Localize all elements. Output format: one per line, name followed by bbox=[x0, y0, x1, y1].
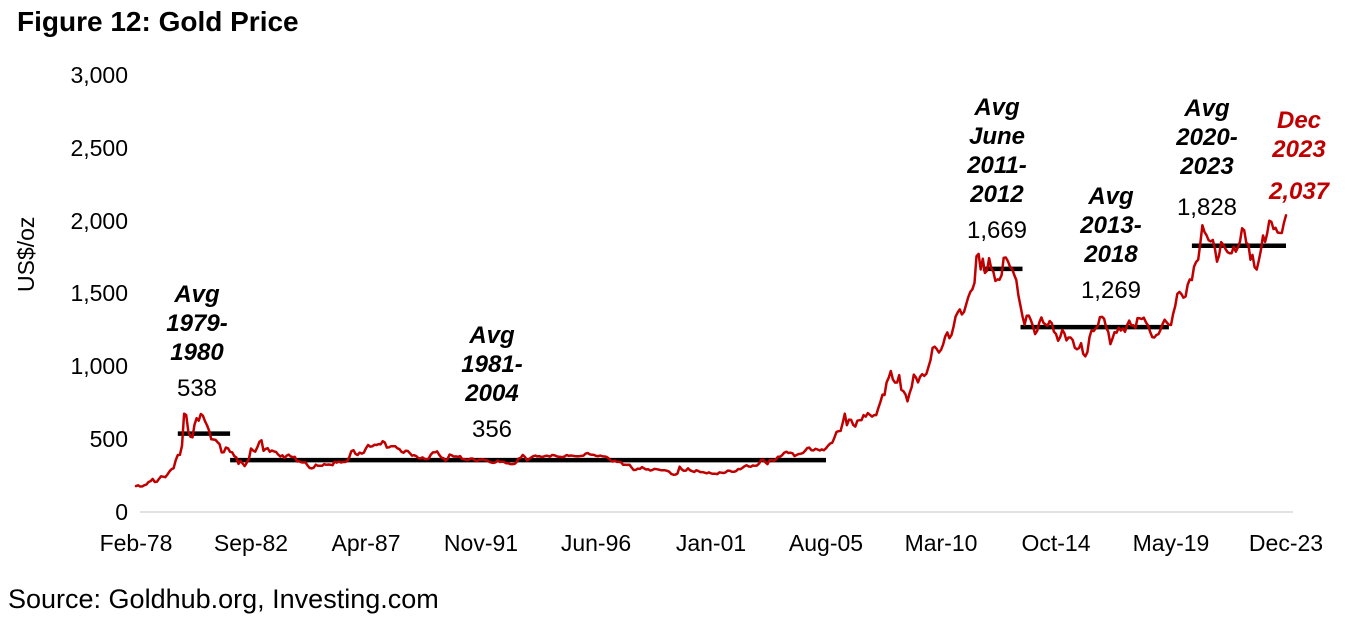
annotation-label-line: Avg bbox=[974, 94, 1020, 121]
figure-title: Figure 12: Gold Price bbox=[17, 6, 299, 37]
annotation-label-line: 2004 bbox=[465, 380, 519, 407]
y-tick-1000: 1,000 bbox=[70, 353, 128, 379]
annotation-avg-2013-2018: Avg 2013- 2018 1,269 bbox=[1080, 182, 1141, 305]
annotation-avg-1981-2004: Avg 1981- 2004 356 bbox=[461, 321, 522, 444]
annotation-label-line: 1980 bbox=[170, 339, 224, 366]
x-tick-mar10: Mar-10 bbox=[904, 530, 978, 556]
annotation-dec-2023: Dec 2023 2,037 bbox=[1269, 106, 1329, 206]
y-tick-0: 0 bbox=[115, 499, 128, 525]
source-note: Source: Goldhub.org, Investing.com bbox=[8, 584, 439, 614]
x-tick-apr87: Apr-87 bbox=[331, 530, 401, 556]
annotation-label-line: 1981- bbox=[461, 351, 523, 378]
x-tick-nov91: Nov-91 bbox=[443, 530, 519, 556]
annotation-avg-june-2011-2012: Avg June 2011- 2012 1,669 bbox=[967, 93, 1027, 245]
annotation-value: 2,037 bbox=[1268, 178, 1330, 205]
annotation-avg-2020-2023: Avg 2020- 2023 1,828 bbox=[1176, 94, 1237, 222]
gold-price-line bbox=[134, 214, 1288, 488]
x-tick-sep82: Sep-82 bbox=[213, 530, 289, 556]
x-tick-dec23: Dec-23 bbox=[1248, 530, 1324, 556]
annotation-value: 1,669 bbox=[966, 217, 1028, 244]
annotation-label-line: 2012 bbox=[970, 181, 1024, 208]
annotation-label-line: 2020- bbox=[1176, 124, 1238, 151]
y-tick-3000: 3,000 bbox=[70, 62, 128, 88]
y-tick-2500: 2,500 bbox=[70, 135, 128, 161]
annotation-avg-1979-1980: Avg 1979- 1980 538 bbox=[166, 280, 227, 403]
y-tick-500: 500 bbox=[89, 426, 128, 452]
annotation-value: 356 bbox=[471, 416, 513, 443]
annotation-label-line: 2013- bbox=[1080, 212, 1142, 239]
annotation-value: 538 bbox=[176, 375, 218, 402]
annotation-label-line: June bbox=[968, 123, 1025, 150]
annotation-label-line: 2011- bbox=[967, 152, 1027, 179]
annotation-value: 1,269 bbox=[1080, 277, 1142, 304]
x-tick-jan01: Jan-01 bbox=[675, 530, 747, 556]
x-tick-oct14: Oct-14 bbox=[1021, 530, 1091, 556]
annotation-label-line: 2023 bbox=[1272, 136, 1326, 163]
annotation-label-line: Dec bbox=[1276, 107, 1322, 134]
x-tick-aug05: Aug-05 bbox=[788, 530, 864, 556]
annotation-label-line: 2018 bbox=[1084, 241, 1138, 268]
y-tick-2000: 2,000 bbox=[70, 208, 128, 234]
x-tick-jun96: Jun-96 bbox=[560, 530, 632, 556]
x-tick-feb78: Feb-78 bbox=[99, 530, 173, 556]
x-tick-may19: May-19 bbox=[1132, 530, 1210, 556]
annotation-label-line: Avg bbox=[1184, 95, 1230, 122]
annotation-value: 1,828 bbox=[1176, 194, 1238, 221]
annotation-label-line: 2023 bbox=[1180, 153, 1234, 180]
annotation-label-line: Avg bbox=[174, 281, 220, 308]
y-tick-1500: 1,500 bbox=[70, 280, 128, 306]
annotation-label-line: Avg bbox=[469, 322, 515, 349]
annotation-label-line: 1979- bbox=[166, 310, 228, 337]
annotation-label-line: Avg bbox=[1088, 183, 1134, 210]
